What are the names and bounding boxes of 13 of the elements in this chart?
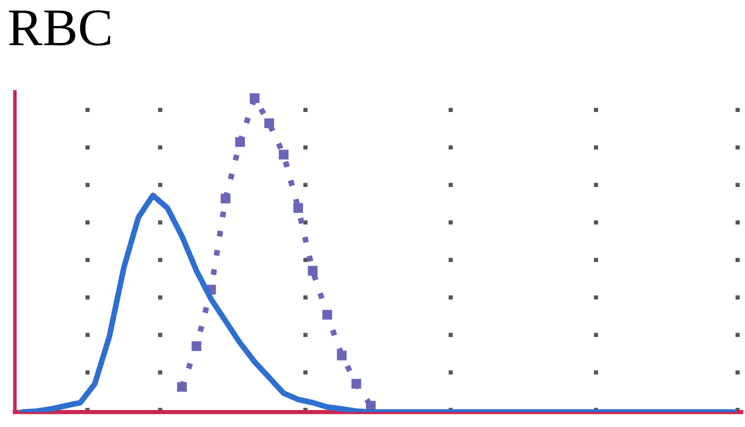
point (264, 118, 274, 128)
chart-title: RBC (8, 10, 110, 46)
point (177, 382, 187, 392)
point (351, 378, 362, 389)
point (293, 203, 304, 213)
point (235, 137, 245, 147)
point (192, 341, 202, 351)
point (336, 350, 347, 360)
point (308, 266, 318, 276)
point (220, 194, 230, 204)
point (278, 150, 289, 160)
point (250, 93, 260, 103)
point (322, 310, 332, 320)
